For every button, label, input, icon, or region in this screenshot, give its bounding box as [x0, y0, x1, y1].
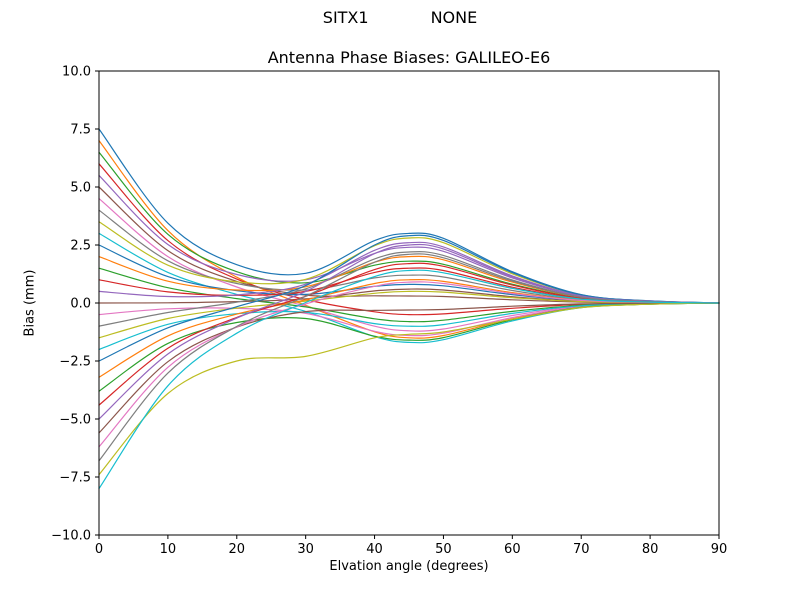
- bias-line: [98, 281, 720, 448]
- bias-line: [98, 302, 720, 434]
- suptitle-station: SITX1: [322, 8, 369, 27]
- x-tick-label: 50: [435, 542, 452, 557]
- bias-line: [98, 290, 720, 339]
- bias-line: [98, 269, 720, 490]
- y-tick-label: 7.5: [70, 123, 91, 138]
- x-tick-label: 70: [573, 542, 590, 557]
- x-tick-label: 10: [160, 542, 177, 557]
- x-tick-label: 30: [297, 542, 314, 557]
- x-tick-label: 0: [95, 542, 103, 557]
- x-tick-label: 20: [229, 542, 246, 557]
- y-tick-label: −7.5: [59, 471, 91, 486]
- x-tick-label: 90: [711, 542, 728, 557]
- y-tick-label: −2.5: [59, 355, 91, 370]
- x-tick-label: 80: [642, 542, 659, 557]
- x-tick-label: 60: [504, 542, 521, 557]
- x-tick-label: 40: [366, 542, 383, 557]
- suptitle: SITX1 NONE: [0, 8, 800, 27]
- y-tick-label: 2.5: [70, 239, 91, 254]
- bias-line: [98, 128, 720, 304]
- y-tick-label: 0.0: [70, 297, 91, 312]
- x-axis-label: Elvation angle (degrees): [329, 559, 489, 574]
- bias-line: [98, 302, 720, 350]
- suptitle-mode: NONE: [430, 8, 478, 27]
- bias-line: [98, 243, 720, 420]
- chart-title: Antenna Phase Biases: GALILEO-E6: [267, 48, 551, 67]
- y-tick-label: −10.0: [51, 529, 91, 544]
- y-tick-label: 5.0: [70, 181, 91, 196]
- y-tick-label: −5.0: [59, 413, 91, 428]
- bias-line: [98, 302, 720, 476]
- bias-line: [98, 253, 720, 462]
- y-tick-label: 10.0: [62, 65, 91, 80]
